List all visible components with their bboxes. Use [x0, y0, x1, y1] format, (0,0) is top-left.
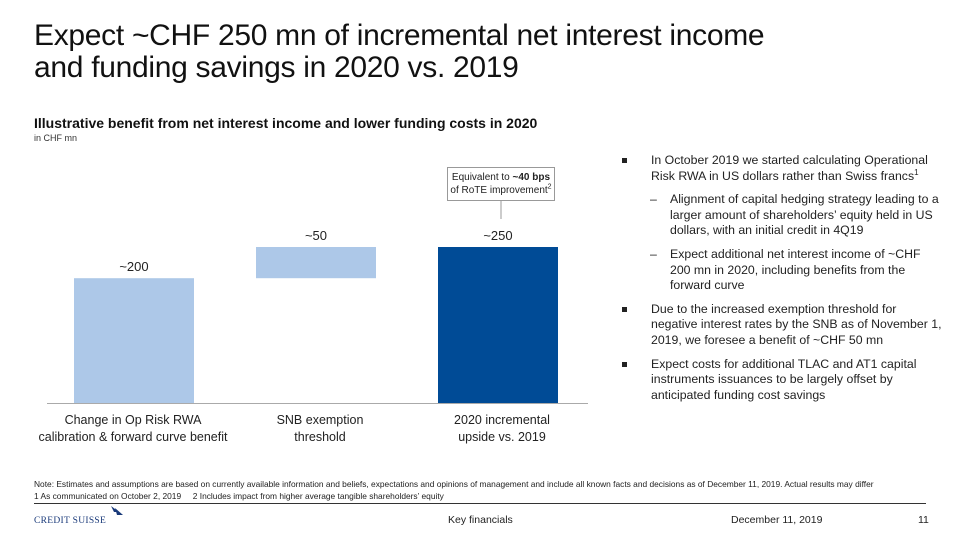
x-label-op-risk: Change in Op Risk RWA calibration & forw…	[33, 412, 233, 446]
bullet-text: Expect costs for additional TLAC and AT1…	[651, 356, 917, 402]
sub-bullet-item: – Expect additional net interest income …	[622, 247, 942, 294]
rote-callout-box: Equivalent to ~40 bps of RoTE improvemen…	[447, 167, 555, 201]
sails-icon	[110, 506, 123, 515]
bullet-text: Due to the increased exemption threshold…	[651, 301, 942, 347]
x-label-line: Change in Op Risk RWA	[64, 413, 202, 427]
footer-section: Key financials	[448, 514, 513, 526]
slide-title-line-1: Expect ~CHF 250 mn of incremental net in…	[34, 19, 765, 52]
data-label-total: ~250	[483, 228, 512, 243]
footer-divider	[34, 503, 926, 504]
footnote-ref: 1	[914, 167, 919, 177]
bar-total	[438, 247, 558, 403]
x-label-line: upside vs. 2019	[458, 430, 546, 444]
footnote-1: 1 As communicated on October 2, 2019	[34, 491, 182, 501]
x-label-line: SNB exemption	[276, 413, 364, 427]
x-label-line: calibration & forward curve benefit	[38, 430, 228, 444]
bar-snb	[256, 247, 376, 279]
dash-bullet-icon: –	[650, 192, 657, 207]
square-bullet-icon	[622, 158, 627, 163]
bar-op-risk	[74, 278, 194, 403]
callout-text-pre: Equivalent to	[451, 172, 513, 183]
bullet-item: In October 2019 we started calculating O…	[622, 153, 942, 184]
chart-unit: in CHF mn	[34, 133, 78, 143]
callout-footnote-ref: 2	[547, 183, 552, 191]
bullet-item: Due to the increased exemption threshold…	[622, 302, 942, 349]
footer-date: December 11, 2019	[731, 514, 823, 526]
page-number: 11	[918, 514, 929, 526]
slide-title-line-2: and funding savings in 2020 vs. 2019	[34, 51, 519, 84]
footnote-2: 2 Includes impact from higher average ta…	[192, 491, 444, 501]
footnotes: Note: Estimates and assumptions are base…	[34, 478, 874, 502]
bullet-text: Expect additional net interest income of…	[670, 246, 921, 293]
slide-title: Expect ~CHF 250 mn of incremental net in…	[34, 20, 914, 84]
x-label-snb: SNB exemption threshold	[220, 412, 420, 446]
note-line: Note: Estimates and assumptions are base…	[34, 479, 874, 489]
bullet-item: Expect costs for additional TLAC and AT1…	[622, 357, 942, 404]
x-label-line: 2020 incremental	[454, 413, 550, 427]
square-bullet-icon	[622, 361, 627, 367]
footnote-line: 1 As communicated on October 2, 2019 2 I…	[34, 490, 874, 502]
bullet-text: In October 2019 we started calculating O…	[651, 153, 928, 183]
callout-text-bold: ~40 bps	[512, 172, 551, 183]
waterfall-chart: ~200 ~50 ~250	[47, 201, 588, 404]
data-label-snb: ~50	[305, 228, 327, 243]
chart-title: Illustrative benefit from net interest i…	[34, 115, 538, 131]
x-label-line: threshold	[294, 430, 346, 444]
dash-bullet-icon: –	[650, 246, 657, 261]
logo-text: CREDIT SUISSE	[34, 516, 107, 526]
data-label-op-risk: ~200	[119, 259, 148, 274]
bullet-list: In October 2019 we started calculating O…	[622, 153, 942, 411]
sub-bullet-item: – Alignment of capital hedging strategy …	[622, 192, 942, 239]
credit-suisse-logo: CREDIT SUISSE	[34, 506, 124, 528]
square-bullet-icon	[622, 306, 627, 312]
x-label-total: 2020 incremental upside vs. 2019	[402, 412, 602, 446]
bullet-text: Alignment of capital hedging strategy le…	[670, 192, 939, 238]
callout-text-line2: of RoTE improvement	[450, 185, 548, 196]
